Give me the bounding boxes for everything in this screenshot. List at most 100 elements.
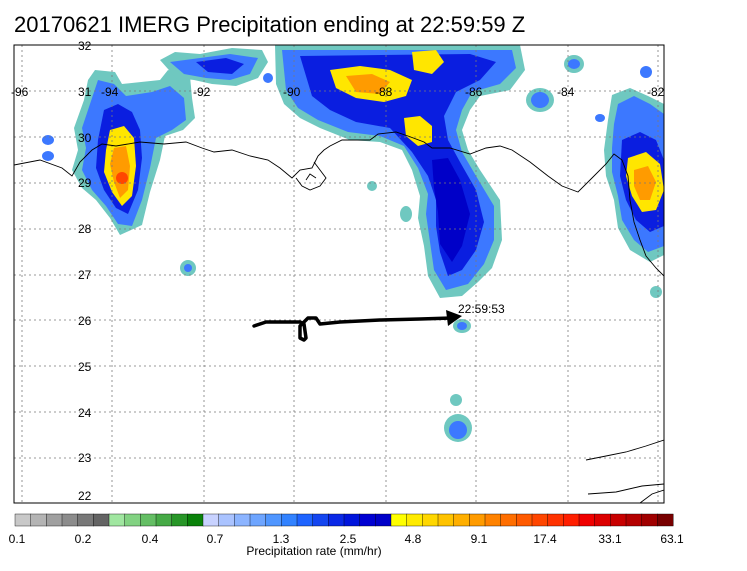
colorbar-swatch (265, 513, 282, 527)
lon-label: -96 (11, 85, 29, 99)
colorbar-tick-label: 0.7 (206, 532, 224, 546)
precip-cell-west-peak (116, 172, 128, 184)
colorbar-title: Precipitation rate (mm/hr) (246, 544, 382, 558)
colorbar-swatch (77, 513, 94, 527)
colorbar-swatch (61, 513, 79, 527)
precip-blob (650, 286, 662, 298)
lon-label: -94 (101, 85, 119, 99)
colorbar-swatch (124, 513, 141, 527)
colorbar-swatch (578, 513, 596, 527)
colorbar-swatch (594, 513, 611, 527)
precip-blob (42, 135, 54, 145)
colorbar-tick-label: 33.1 (598, 532, 622, 546)
precip-cell-central-heavy2 (404, 116, 432, 146)
colorbar-swatch (249, 513, 267, 527)
precip-blob (457, 322, 467, 330)
lon-label: -92 (193, 85, 211, 99)
lon-label: -86 (465, 85, 483, 99)
colorbar-swatch (547, 513, 564, 527)
lon-label: -82 (647, 85, 665, 99)
colorbar-swatch (469, 513, 486, 527)
lat-label: 25 (78, 360, 92, 374)
precip-cell-west-intense (110, 146, 130, 198)
lat-label: 26 (78, 314, 92, 328)
lat-label: 32 (78, 39, 92, 53)
colorbar-swatch (375, 513, 392, 527)
colorbar-swatch (453, 513, 470, 527)
colorbar-swatch (108, 513, 126, 527)
colorbar-swatch (328, 513, 345, 527)
lon-label: -84 (557, 85, 575, 99)
colorbar-tick-label: 0.2 (74, 532, 92, 546)
colorbar-swatch (437, 513, 455, 527)
colorbar-swatch (531, 513, 549, 527)
colorbar-swatch (359, 513, 376, 527)
colorbar-swatch (234, 513, 251, 527)
colorbar-tick-label: 9.1 (470, 532, 488, 546)
colorbar-swatch (516, 513, 533, 527)
colorbar-tick-label: 4.8 (404, 532, 422, 546)
precip-blob (184, 264, 192, 272)
colorbar-swatch (422, 513, 439, 527)
lat-label: 29 (78, 176, 92, 190)
precip-blob (450, 394, 462, 406)
precipitation-field (42, 45, 664, 442)
lat-label: 28 (78, 222, 92, 236)
colorbar-swatch (140, 513, 157, 527)
colorbar-swatch (202, 513, 220, 527)
colorbar-swatch (610, 513, 627, 527)
colorbar-swatch (312, 513, 329, 527)
colorbar-tick-label: 17.4 (533, 532, 557, 546)
colorbar-swatch (625, 513, 643, 527)
colorbar-tick-label: 2.5 (339, 532, 357, 546)
colorbar-swatch (500, 513, 517, 527)
precip-blob (568, 59, 580, 69)
precip-blob (531, 92, 549, 108)
colorbar-swatch (484, 513, 502, 527)
flight-track (252, 310, 462, 342)
colorbar-swatch (155, 513, 173, 527)
track-time-label: 22:59:53 (458, 302, 505, 316)
precip-blob (42, 151, 54, 161)
colorbar-swatch (218, 513, 235, 527)
lat-label: 23 (78, 451, 92, 465)
lon-label: -90 (283, 85, 301, 99)
colorbar-swatch (281, 513, 298, 527)
colorbar-swatch (563, 513, 580, 527)
colorbar-swatch (30, 513, 47, 527)
colorbar-swatch (14, 513, 32, 527)
colorbar-tick-label: 1.3 (272, 532, 290, 546)
lon-label: -88 (375, 85, 393, 99)
precip-blob (367, 181, 377, 191)
lat-label: 24 (78, 406, 92, 420)
colorbar-swatch (187, 513, 204, 527)
lat-label: 22 (78, 489, 92, 503)
precip-blob (400, 206, 412, 222)
longitude-labels: -96 -94 -92 -90 -88 -86 -84 -82 (11, 85, 665, 99)
precip-blob (449, 421, 467, 439)
colorbar-swatch (171, 513, 188, 527)
page-title: 20170621 IMERG Precipitation ending at 2… (14, 12, 526, 37)
latitude-labels: 32 31 30 29 28 27 26 25 24 23 22 (78, 39, 92, 503)
lat-label: 27 (78, 268, 92, 282)
plot-frame (13, 44, 665, 504)
precip-cell-central-heavy3 (412, 50, 444, 74)
colorbar-tick-label: 63.1 (660, 532, 684, 546)
lat-label: 31 (78, 85, 92, 99)
precip-cell-central-intense (346, 74, 390, 94)
coastline (14, 131, 664, 503)
lat-label: 30 (78, 131, 92, 145)
precip-blob (640, 66, 652, 78)
colorbar-swatch (657, 513, 674, 527)
colorbar-swatch (46, 513, 63, 527)
colorbar-tick-label: 0.1 (8, 532, 26, 546)
colorbar-swatch (406, 513, 423, 527)
precip-cell-north-west-moderate (196, 58, 244, 74)
colorbar-swatch (296, 513, 314, 527)
colorbar-swatch (641, 513, 658, 527)
colorbar-tick-label: 0.4 (141, 532, 159, 546)
precip-blob (595, 114, 605, 122)
colorbar (14, 513, 674, 527)
precip-blob (263, 73, 273, 83)
